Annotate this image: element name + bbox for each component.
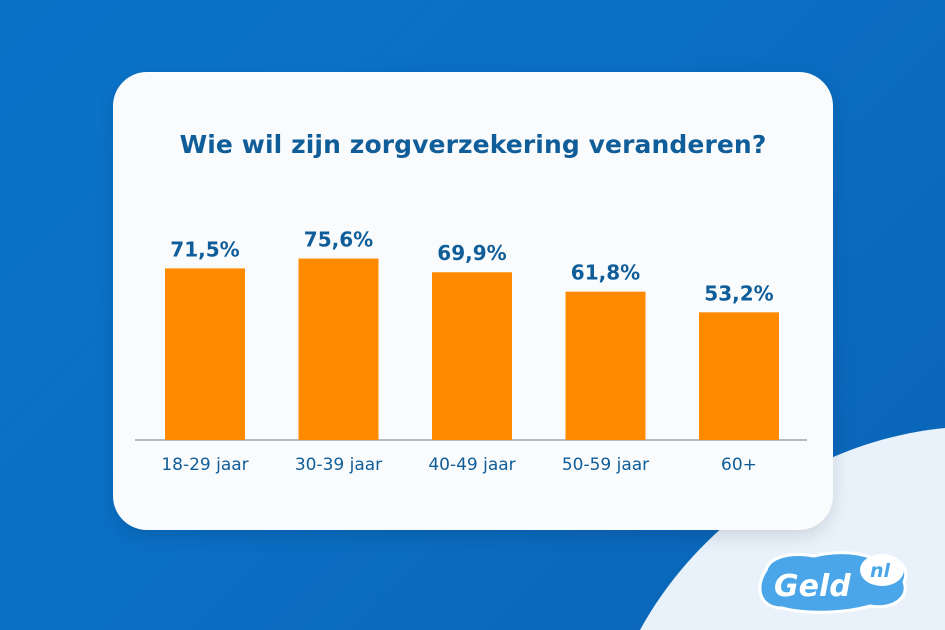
- category-label-2: 30-39 jaar: [295, 455, 382, 475]
- category-label-3: 40-49 jaar: [428, 455, 515, 475]
- chart-card: Wie wil zijn zorgverzekering veranderen?…: [113, 72, 833, 530]
- bar-value-label-1: 71,5%: [170, 237, 239, 261]
- logo-word: Geld: [774, 569, 851, 604]
- bar-value-label-3: 69,9%: [437, 241, 506, 265]
- bar-chart: 71,5% 18-29 jaar 75,6% 30-39 jaar 69,9% 40-49…: [135, 228, 807, 475]
- bar-5: [699, 312, 779, 440]
- category-label-5: 60+: [721, 455, 757, 475]
- bar-3: [432, 272, 512, 440]
- chart-title: Wie wil zijn zorgverzekering veranderen?: [179, 130, 767, 159]
- bar-value-label-4: 61,8%: [571, 261, 640, 285]
- bar-2: [298, 258, 379, 440]
- geld-nl-logo: Geld nl: [758, 551, 908, 614]
- logo-nl-bubble: [860, 554, 904, 586]
- bar-1: [165, 268, 245, 440]
- bar-value-label-5: 53,2%: [704, 281, 773, 305]
- bar-4: [565, 291, 646, 440]
- bar-value-label-2: 75,6%: [304, 228, 373, 252]
- category-label-4: 50-59 jaar: [562, 455, 649, 475]
- category-label-1: 18-29 jaar: [161, 455, 248, 475]
- logo-suffix: nl: [870, 560, 891, 582]
